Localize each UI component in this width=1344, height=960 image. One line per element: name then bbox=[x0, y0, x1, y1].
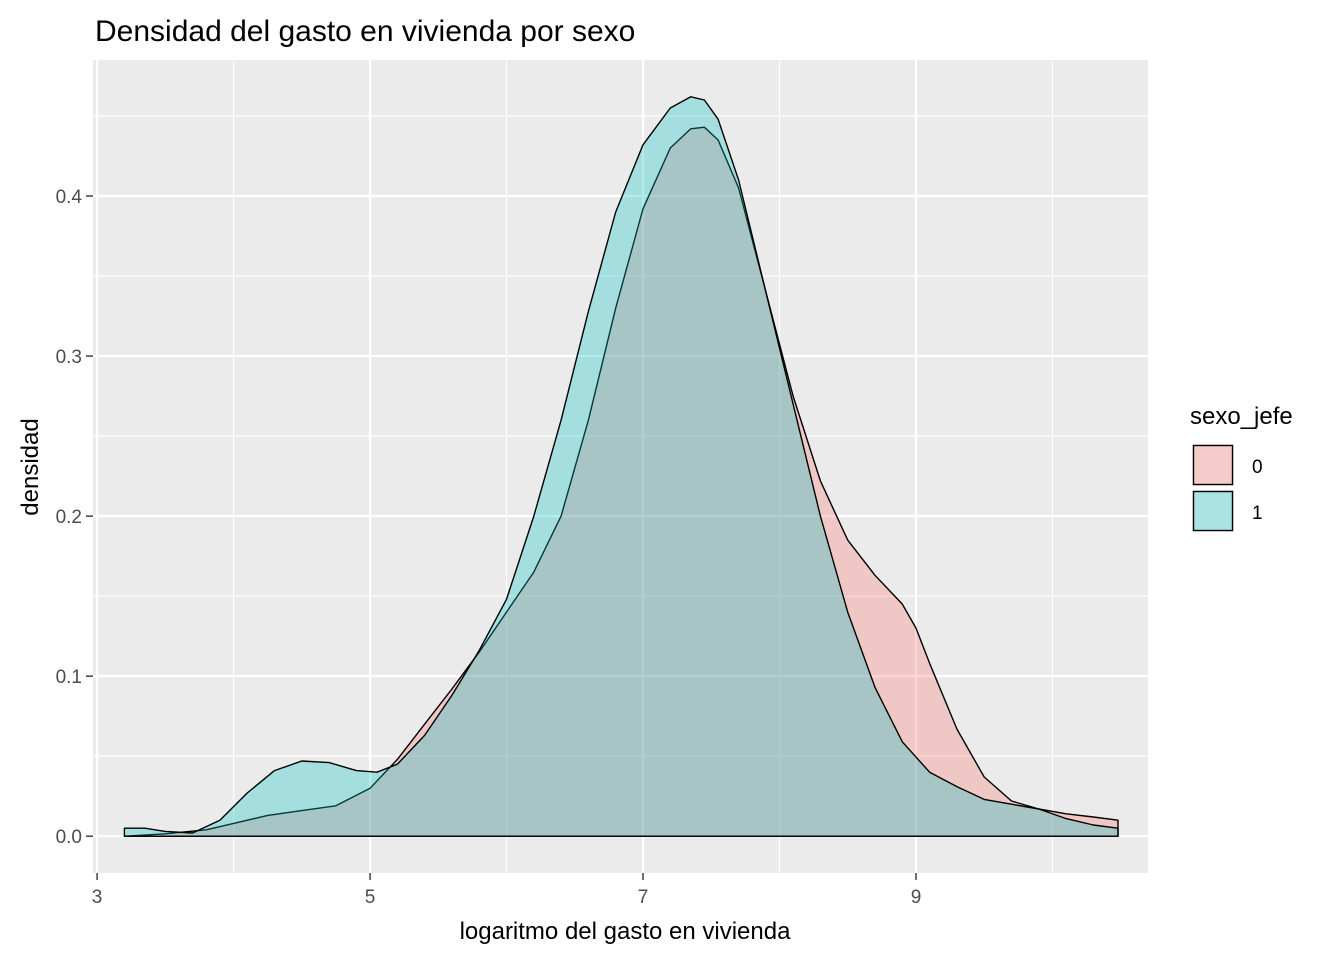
legend-key-bg bbox=[1192, 444, 1234, 486]
y-tick-label: 0.3 bbox=[56, 347, 82, 368]
legend-label: 1 bbox=[1252, 503, 1263, 524]
x-tick-label: 3 bbox=[92, 887, 103, 908]
legend-title: sexo_jefe bbox=[1190, 403, 1293, 430]
density-series bbox=[123, 96, 1119, 837]
x-tick-label: 5 bbox=[365, 887, 376, 908]
legend: sexo_jefe 01 bbox=[1190, 403, 1293, 532]
legend-key-sexo-1 bbox=[1192, 490, 1234, 532]
legend-key-bg bbox=[1192, 490, 1234, 532]
x-tick-label: 9 bbox=[911, 887, 922, 908]
y-tick-label: 0.4 bbox=[56, 187, 83, 208]
density-area-sexo-0 bbox=[123, 126, 1119, 837]
y-axis-title: densidad bbox=[17, 418, 44, 515]
legend-items: 01 bbox=[1192, 444, 1263, 532]
density-area-sexo-1 bbox=[123, 96, 1119, 837]
legend-label: 0 bbox=[1252, 457, 1263, 478]
y-tick-label: 0.0 bbox=[56, 827, 82, 848]
chart-title: Densidad del gasto en vivienda por sexo bbox=[95, 15, 635, 48]
y-axis: 0.0 0.1 0.2 0.3 0.4 bbox=[56, 187, 93, 848]
y-tick-label: 0.2 bbox=[56, 507, 82, 528]
legend-key-sexo-0 bbox=[1192, 444, 1234, 486]
x-tick-label: 7 bbox=[638, 887, 649, 908]
x-axis-title: logaritmo del gasto en vivienda bbox=[460, 918, 792, 945]
y-tick-label: 0.1 bbox=[56, 667, 82, 688]
x-axis: 3 5 7 9 bbox=[92, 873, 921, 908]
